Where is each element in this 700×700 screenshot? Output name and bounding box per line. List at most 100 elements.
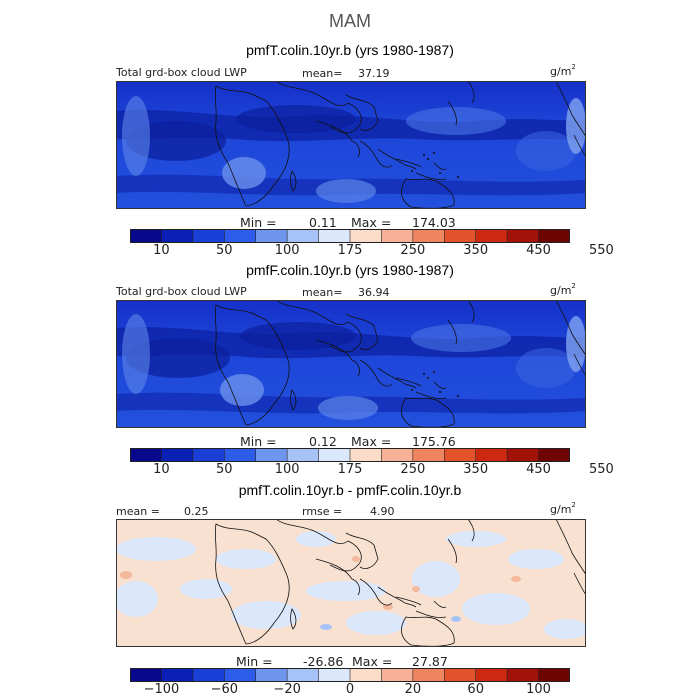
colorbar-segment [161,448,194,462]
colorbar-segment [538,448,570,462]
panel-2-title: pmfF.colin.10yr.b (yrs 1980-1987) [246,262,454,278]
panel-1-colorbar-ticks: 10 50 100 175 250 350 450 550 [130,243,614,259]
panel-2-colorbar-ticks: 10 50 100 175 250 350 450 550 [130,462,614,478]
panel-3-max-value: 27.87 [412,654,448,669]
panel-3-min-value: -26.86 [303,654,344,669]
colorbar-tick-label: 10 [153,243,170,258]
colorbar-segment [475,668,508,682]
colorbar-tick-label: 450 [526,462,551,477]
panel-1-min-value: 0.11 [309,215,337,230]
colorbar-segment [475,448,508,462]
colorbar-segment [318,229,351,243]
panel-1-mean-value: 37.19 [358,67,390,80]
panel-3-min-label: Min = [236,654,273,669]
colorbar-tick-label: 175 [337,462,363,477]
colorbar-tick-label: 550 [589,243,614,258]
colorbar-segment [130,229,162,243]
colorbar-tick-label: 50 [216,462,233,477]
colorbar-segment [538,229,570,243]
panel-1-colorbar [130,229,570,243]
colorbar-tick-label: 175 [337,243,363,258]
colorbar-segment [412,448,445,462]
colorbar-segment [224,448,257,462]
panel-1-map [116,81,586,209]
colorbar-tick-label: 350 [463,462,489,477]
panel-2-max-value: 175.76 [412,434,456,449]
panel-3-units: g/m2 [550,501,576,516]
colorbar-segment [130,668,162,682]
colorbar-segment [255,668,288,682]
panel-2-variable-label: Total grd-box cloud LWP [116,285,247,298]
colorbar-segment [192,229,225,243]
colorbar-segment [507,229,540,243]
colorbar-segment [412,229,445,243]
colorbar-segment [130,448,162,462]
colorbar-segment [192,668,225,682]
colorbar-tick-label: −100 [143,682,180,697]
panel-2-min-label: Min = [240,434,277,449]
panel-3-rmse-value: 4.90 [370,505,395,518]
colorbar-border [130,229,570,243]
colorbar-tick-label: 20 [404,682,422,697]
colorbar-segment [538,668,570,682]
colorbar-tick-label: 100 [526,682,551,697]
colorbar-tick-label: 60 [467,682,484,697]
season-title: MAM [329,11,371,31]
panel-2-min-value: 0.12 [309,434,337,449]
panel-3-colorbar [130,668,570,682]
colorbar-tick-label: 550 [589,462,614,477]
colorbar-segment [507,448,540,462]
colorbar-segment [475,229,508,243]
colorbar-tick-label: 250 [400,243,426,258]
colorbar-segment [381,668,414,682]
panel-1-units: g/m2 [550,63,576,78]
colorbar-tick-label: 10 [153,462,170,477]
colorbar-tick-label: −60 [210,682,238,697]
panel-3-map [116,519,586,647]
panel-3-mean-label: mean = [116,505,160,518]
colorbar-segment [224,668,257,682]
panel-3-max-label: Max = [352,654,393,669]
panel-3-colorbar-ticks: −100 −60 −20 0 20 60 100 [130,682,570,698]
colorbar-segment [412,668,445,682]
colorbar-segment [287,668,320,682]
panel-2-max-label: Max = [351,434,392,449]
panel-2-mean-value: 36.94 [358,286,390,299]
colorbar-segment [318,668,351,682]
panel-1-min-label: Min = [240,215,277,230]
colorbar-segment [381,448,414,462]
colorbar-segment [287,229,320,243]
colorbar-segment [161,229,194,243]
colorbar-segment [161,668,194,682]
colorbar-tick-label: −20 [273,682,301,697]
colorbar-segment [255,229,288,243]
colorbar-border [130,668,570,682]
colorbar-segment [381,229,414,243]
colorbar-segment [350,668,382,682]
colorbar-segment [507,668,540,682]
panel-3-title: pmfT.colin.10yr.b - pmfF.colin.10yr.b [238,482,462,498]
panel-2-map [116,300,586,428]
panel-3-rmse-label: rmse = [302,505,343,518]
colorbar-border [130,448,570,462]
colorbar-segment [318,448,351,462]
colorbar-segment [444,229,477,243]
colorbar-segment [350,229,382,243]
colorbar-tick-label: 0 [345,682,355,697]
colorbar-segment [350,448,382,462]
colorbar-segment [444,668,477,682]
panel-2-colorbar [130,448,570,462]
panel-2-units: g/m2 [550,282,576,297]
panel-1-mean-label: mean= [302,67,343,80]
panel-2-mean-label: mean= [302,286,343,299]
colorbar-segment [255,448,288,462]
colorbar-segment [192,448,225,462]
panel-1-variable-label: Total grd-box cloud LWP [116,66,247,79]
panel-1-max-label: Max = [351,215,392,230]
colorbar-segment [224,229,257,243]
colorbar-segment [444,448,477,462]
colorbar-tick-label: 100 [274,462,300,477]
colorbar-tick-label: 250 [400,462,426,477]
colorbar-tick-label: 350 [463,243,489,258]
panel-1-max-value: 174.03 [412,215,456,230]
